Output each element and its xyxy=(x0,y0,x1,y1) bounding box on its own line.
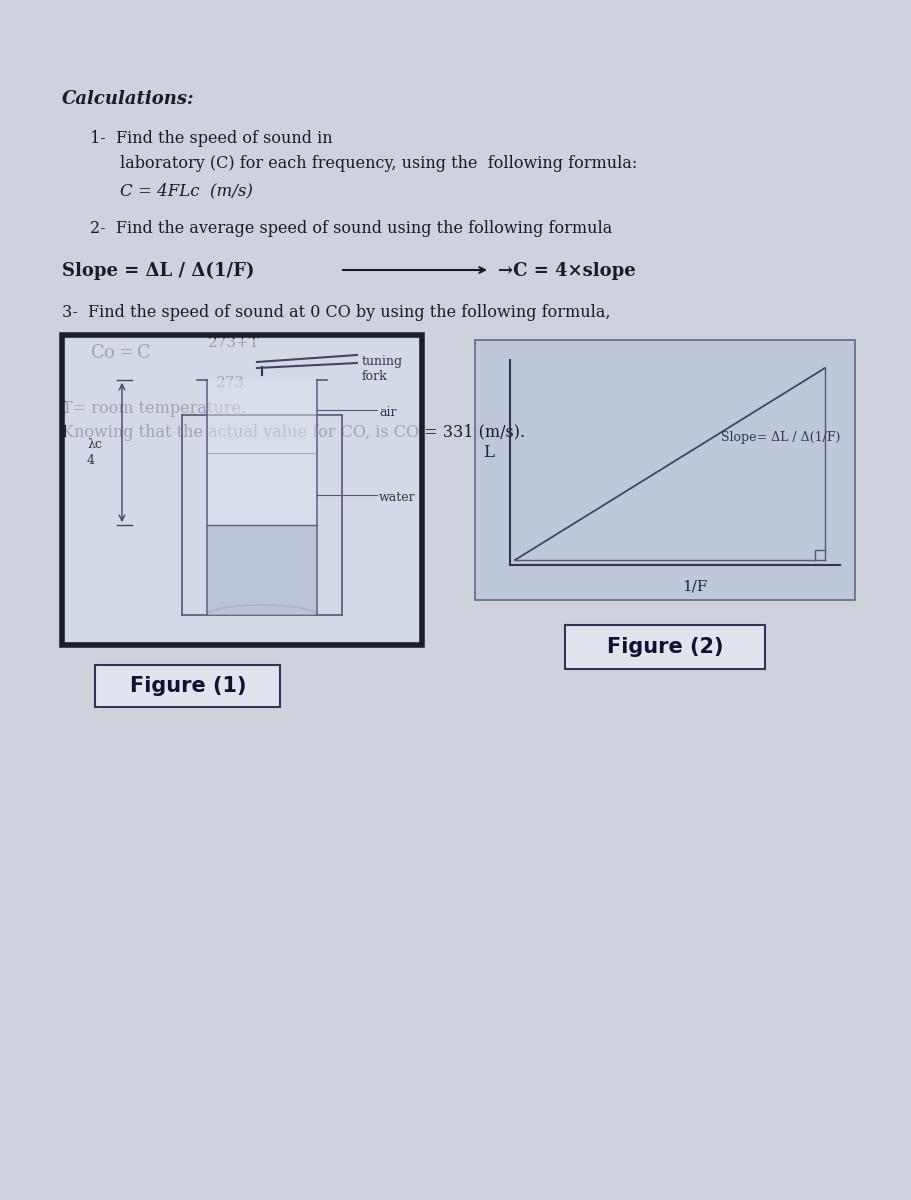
Text: water: water xyxy=(379,491,415,504)
Text: λc
4: λc 4 xyxy=(87,438,102,467)
Text: 1-  Find the speed of sound in: 1- Find the speed of sound in xyxy=(90,130,333,146)
Polygon shape xyxy=(208,526,315,614)
Bar xyxy=(96,665,281,707)
Polygon shape xyxy=(208,380,315,526)
Bar xyxy=(475,340,854,600)
Text: Slope = ΔL / Δ(1/F): Slope = ΔL / Δ(1/F) xyxy=(62,262,254,281)
Text: 3-  Find the speed of sound at 0 CO by using the following formula,: 3- Find the speed of sound at 0 CO by us… xyxy=(62,304,609,320)
Text: Calculations:: Calculations: xyxy=(62,90,194,108)
Text: 1/F: 1/F xyxy=(681,578,707,593)
Text: 273: 273 xyxy=(216,376,245,390)
Text: L: L xyxy=(483,444,494,461)
Text: laboratory (C) for each frequency, using the  following formula:: laboratory (C) for each frequency, using… xyxy=(120,155,637,172)
Text: T= room temperature.: T= room temperature. xyxy=(62,400,246,416)
Text: C = 4FLc  (m/s): C = 4FLc (m/s) xyxy=(120,182,252,199)
Bar xyxy=(565,625,764,670)
Text: $\mathregular{Co = C}$: $\mathregular{Co = C}$ xyxy=(90,344,151,362)
Text: Slope= ΔL / Δ(1/F): Slope= ΔL / Δ(1/F) xyxy=(720,431,839,444)
Bar xyxy=(66,338,417,641)
Text: 2-  Find the average speed of sound using the following formula: 2- Find the average speed of sound using… xyxy=(90,220,611,236)
Text: →C = 4×slope: →C = 4×slope xyxy=(497,262,635,280)
Bar xyxy=(62,335,422,646)
Text: air: air xyxy=(379,406,396,419)
Text: 273+T: 273+T xyxy=(208,336,260,350)
Text: Knowing that the actual value for CO, is CO = 331 (m/s).: Knowing that the actual value for CO, is… xyxy=(62,424,525,440)
Text: Figure (2): Figure (2) xyxy=(606,637,722,658)
Text: tuning
fork: tuning fork xyxy=(362,355,403,383)
Text: Figure (1): Figure (1) xyxy=(129,676,246,696)
